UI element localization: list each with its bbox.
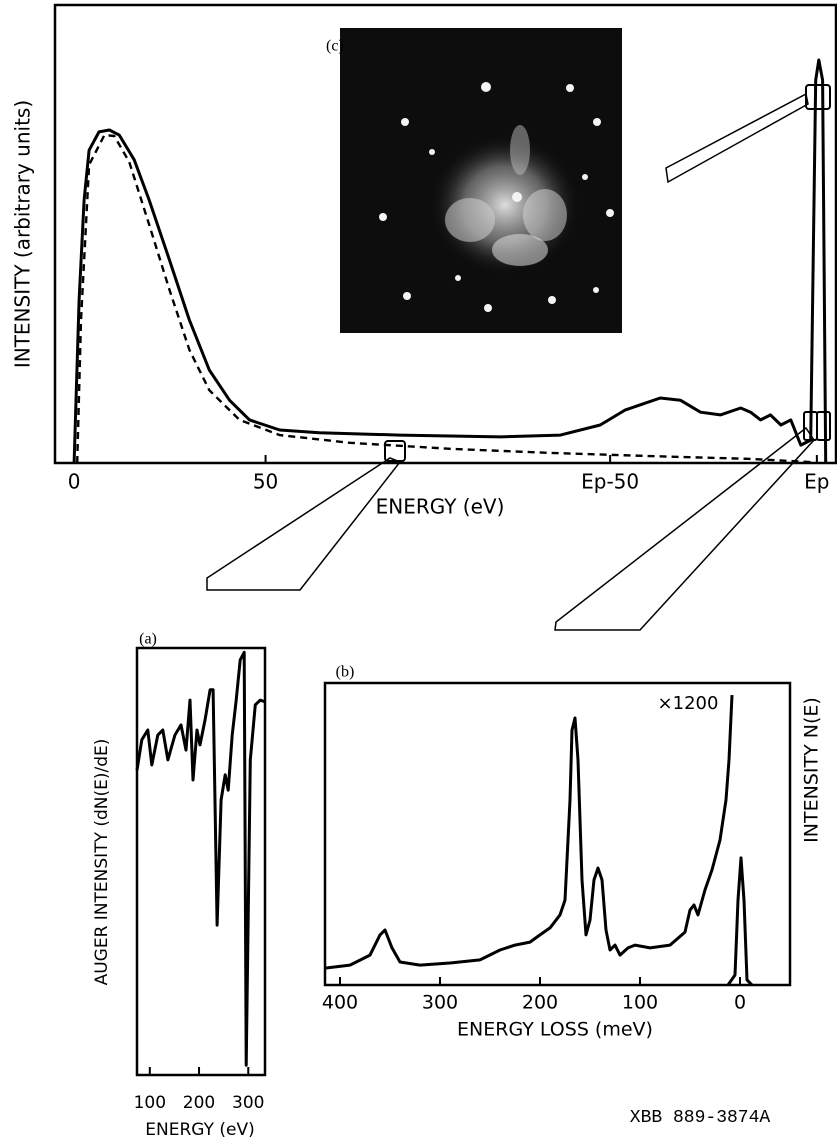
y-axis-label: INTENSITY (arbitrary units) [11, 100, 35, 368]
x-axis-label: ENERGY (eV) [145, 1120, 254, 1140]
x-tick-label: 400 [322, 992, 358, 1014]
data-line [726, 856, 754, 987]
x-tick-label: 50 [253, 470, 278, 494]
plot-frame [135, 646, 267, 1077]
figure-id: XBB 889-3874A [630, 1108, 771, 1128]
x-tick-label: Ep-50 [581, 470, 639, 494]
x-axis-label: ENERGY LOSS (meV) [457, 1019, 653, 1041]
x-tick-label: 100 [622, 992, 658, 1014]
x-tick-label: 100 [134, 1093, 166, 1113]
x-tick-label: 200 [183, 1093, 215, 1113]
data-line [135, 650, 266, 1067]
leed-image [340, 28, 622, 333]
annotation: ×1200 [658, 693, 719, 714]
y-axis-label: INTENSITY N(E) [801, 697, 823, 843]
panel-label: (a) [139, 631, 157, 648]
x-axis-label: ENERGY (eV) [376, 495, 505, 519]
magnifier [206, 92, 815, 631]
x-tick-label: 300 [422, 992, 458, 1014]
x-tick-label: Ep [804, 470, 829, 494]
plot-frame [53, 3, 837, 465]
data-line [76, 133, 811, 464]
panel-label: (b) [336, 664, 355, 681]
x-tick-label: 300 [232, 1093, 264, 1113]
y-axis-label: AUGER INTENSITY (dN(E)/dE) [92, 739, 112, 986]
x-tick-label: 0 [734, 992, 746, 1014]
x-tick-label: 0 [68, 470, 81, 494]
x-tick-label: 200 [522, 992, 558, 1014]
inset-label: (c) [326, 38, 344, 55]
data-line [324, 695, 734, 970]
data-line [72, 58, 828, 464]
plot-frame [323, 681, 792, 987]
